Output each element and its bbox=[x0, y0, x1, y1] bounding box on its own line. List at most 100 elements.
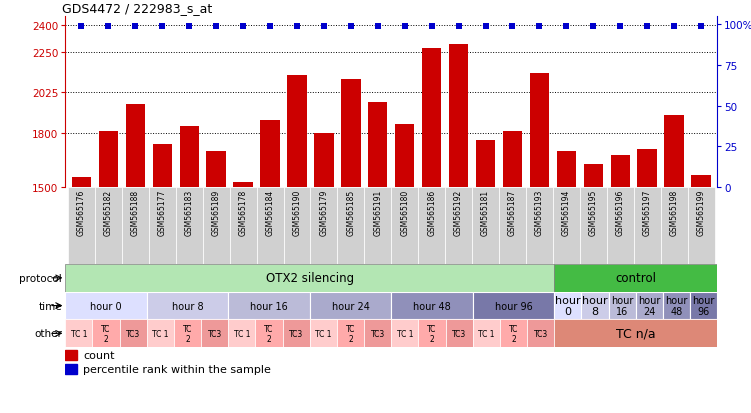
Text: GDS4472 / 222983_s_at: GDS4472 / 222983_s_at bbox=[62, 2, 213, 15]
Bar bbox=[234, 183, 253, 413]
Point bbox=[426, 23, 438, 30]
Point bbox=[453, 23, 465, 30]
Text: TC3: TC3 bbox=[289, 329, 303, 338]
Text: GSM565197: GSM565197 bbox=[643, 190, 652, 236]
Bar bbox=[553, 188, 580, 264]
Bar bbox=[580, 188, 607, 264]
Text: other: other bbox=[35, 328, 62, 339]
Point bbox=[345, 23, 357, 30]
Point bbox=[183, 23, 195, 30]
Bar bbox=[665, 116, 684, 413]
Bar bbox=[282, 320, 309, 347]
Text: hour 48: hour 48 bbox=[413, 301, 451, 311]
Text: time: time bbox=[38, 301, 62, 311]
Bar bbox=[201, 320, 228, 347]
Bar bbox=[149, 188, 176, 264]
Text: GSM565184: GSM565184 bbox=[266, 190, 275, 235]
Point bbox=[506, 23, 518, 30]
Text: TC 1: TC 1 bbox=[71, 329, 87, 338]
Bar bbox=[72, 177, 91, 413]
Point bbox=[695, 23, 707, 30]
Text: hour
48: hour 48 bbox=[665, 295, 688, 317]
Bar bbox=[364, 188, 391, 264]
Bar bbox=[418, 320, 445, 347]
Bar bbox=[119, 320, 146, 347]
Point bbox=[372, 23, 384, 30]
Text: TC3: TC3 bbox=[452, 329, 466, 338]
Bar bbox=[584, 164, 603, 413]
Bar bbox=[65, 320, 92, 347]
Text: hour 16: hour 16 bbox=[250, 301, 288, 311]
Text: GSM565192: GSM565192 bbox=[454, 190, 463, 235]
Bar bbox=[92, 320, 119, 347]
Bar bbox=[445, 320, 473, 347]
Text: GSM565178: GSM565178 bbox=[239, 190, 248, 235]
Bar bbox=[203, 188, 230, 264]
Bar bbox=[65, 292, 146, 320]
Point bbox=[237, 23, 249, 30]
Text: count: count bbox=[83, 351, 115, 361]
Point bbox=[210, 23, 222, 30]
Text: GSM565193: GSM565193 bbox=[535, 190, 544, 236]
Text: GSM565194: GSM565194 bbox=[562, 190, 571, 236]
Point bbox=[480, 23, 492, 30]
Text: GSM565189: GSM565189 bbox=[212, 190, 221, 235]
Text: TC 1: TC 1 bbox=[397, 329, 413, 338]
Bar bbox=[502, 132, 522, 413]
Point bbox=[264, 23, 276, 30]
Bar bbox=[284, 188, 310, 264]
Bar bbox=[395, 125, 415, 413]
Text: hour 8: hour 8 bbox=[172, 301, 204, 311]
Bar bbox=[368, 103, 388, 413]
Bar bbox=[554, 292, 581, 320]
Text: hour
24: hour 24 bbox=[638, 295, 660, 317]
Point bbox=[102, 23, 114, 30]
Text: GSM565177: GSM565177 bbox=[158, 190, 167, 236]
Bar bbox=[310, 188, 337, 264]
Bar bbox=[288, 76, 306, 413]
Text: TC 1: TC 1 bbox=[234, 329, 250, 338]
Bar bbox=[261, 121, 280, 413]
Text: GSM565196: GSM565196 bbox=[616, 190, 625, 236]
Text: GSM565191: GSM565191 bbox=[373, 190, 382, 235]
Point bbox=[614, 23, 626, 30]
Bar bbox=[228, 320, 255, 347]
Text: TC 1: TC 1 bbox=[152, 329, 169, 338]
Text: GSM565183: GSM565183 bbox=[185, 190, 194, 235]
Point bbox=[399, 23, 411, 30]
Bar bbox=[634, 188, 661, 264]
Bar bbox=[688, 188, 714, 264]
Text: GSM565198: GSM565198 bbox=[670, 190, 679, 235]
Text: TC
2: TC 2 bbox=[427, 324, 436, 343]
Text: TC
2: TC 2 bbox=[183, 324, 192, 343]
Bar bbox=[65, 350, 77, 360]
Text: TC3: TC3 bbox=[207, 329, 222, 338]
Text: TC3: TC3 bbox=[126, 329, 140, 338]
Bar bbox=[499, 188, 526, 264]
Bar bbox=[364, 320, 391, 347]
Point bbox=[156, 23, 168, 30]
Text: TC 1: TC 1 bbox=[478, 329, 495, 338]
Bar bbox=[473, 320, 500, 347]
Bar bbox=[152, 145, 172, 413]
Bar bbox=[179, 126, 199, 413]
Point bbox=[587, 23, 599, 30]
Bar bbox=[527, 320, 554, 347]
Bar bbox=[608, 292, 635, 320]
Text: protocol: protocol bbox=[20, 273, 62, 283]
Bar bbox=[337, 320, 364, 347]
Text: GSM565181: GSM565181 bbox=[481, 190, 490, 235]
Bar bbox=[422, 49, 442, 413]
Bar bbox=[341, 80, 360, 413]
Bar bbox=[95, 188, 122, 264]
Text: GSM565176: GSM565176 bbox=[77, 190, 86, 236]
Point bbox=[129, 23, 141, 30]
Bar bbox=[337, 188, 364, 264]
Text: GSM565182: GSM565182 bbox=[104, 190, 113, 235]
Bar bbox=[472, 188, 499, 264]
Bar bbox=[146, 320, 174, 347]
Text: GSM565187: GSM565187 bbox=[508, 190, 517, 235]
Bar bbox=[611, 155, 630, 413]
Bar bbox=[146, 292, 228, 320]
Text: TC
2: TC 2 bbox=[101, 324, 110, 343]
